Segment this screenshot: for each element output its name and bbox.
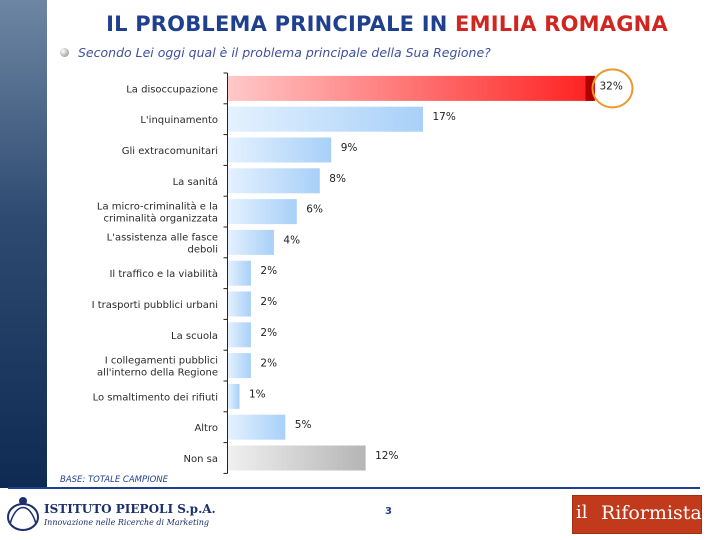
page-number: 3 [385, 506, 392, 517]
piepoli-logo-name: ISTITUTO PIEPOLI S.p.A. [44, 502, 216, 516]
piepoli-logo-icon [7, 497, 39, 531]
riformista-logo-name: Riformista [601, 502, 702, 524]
value-label: 5% [295, 419, 312, 431]
category-label: Altro [194, 423, 218, 434]
bar [228, 445, 366, 471]
value-label: 6% [306, 204, 323, 216]
riformista-logo-prefix: il [576, 502, 588, 523]
value-label: 2% [260, 296, 277, 308]
value-label: 2% [260, 265, 277, 277]
highlight-circle [591, 68, 634, 109]
category-label: I collegamenti pubblici all'interno della… [97, 356, 218, 379]
category-label: La disoccupazione [126, 84, 218, 95]
footer-divider [8, 487, 700, 489]
bullet-icon [60, 48, 69, 57]
istituto-piepoli-logo: ISTITUTO PIEPOLI S.p.A. Innovazione nell… [4, 492, 216, 536]
value-label: 32% [600, 80, 623, 92]
bar [228, 383, 240, 409]
bar [228, 75, 595, 101]
category-label: L'inquinamento [140, 115, 218, 126]
value-label: 8% [329, 173, 346, 185]
bar [228, 260, 251, 286]
category-label: La micro-criminalità e la criminalità org… [97, 201, 218, 225]
category-label: I trasporti pubblici urbani [92, 300, 218, 311]
bar [228, 106, 423, 132]
bar [228, 168, 320, 194]
il-riformista-logo: il Riformista [572, 495, 702, 534]
value-label: 4% [283, 234, 300, 246]
value-label: 2% [260, 327, 277, 339]
base-note: BASE: TOTALE CAMPIONE [60, 475, 169, 485]
value-label: 17% [433, 111, 456, 123]
value-label: 1% [249, 388, 266, 400]
question-label: Secondo Lei oggi qual è il problema prin… [78, 45, 491, 60]
category-label: La sanitá [173, 176, 218, 188]
question-text: Secondo Lei oggi qual è il problema prin… [60, 45, 491, 60]
category-label: Non sa [184, 454, 218, 465]
value-label: 12% [375, 450, 398, 462]
left-decorative-band [0, 0, 47, 488]
category-label: Il traffico e la viabilità [109, 268, 218, 280]
value-label: 9% [341, 142, 358, 154]
bar [228, 199, 297, 225]
bar [228, 414, 286, 440]
bar [228, 229, 274, 255]
bar-chart: La disoccupazione 32% L'inquinamento 17% Gli… [92, 68, 634, 474]
category-label: Gli extracomunitari [122, 146, 218, 157]
bar [228, 137, 332, 163]
bar [228, 353, 251, 379]
value-label: 2% [260, 358, 277, 370]
title-region-text: EMILIA ROMAGNA [455, 12, 668, 36]
bar [228, 291, 251, 317]
category-label: Lo smaltimento dei rifiuti [93, 392, 218, 403]
bar [228, 322, 251, 348]
bar-highlight-end [585, 75, 595, 101]
category-label: La scuola [171, 331, 218, 342]
page-title: IL PROBLEMA PRINCIPALE IN EMILIA ROMAGNA [62, 12, 712, 36]
piepoli-logo-tagline: Innovazione nelle Ricerche di Marketing [44, 518, 210, 527]
title-main-text: IL PROBLEMA PRINCIPALE IN [106, 12, 456, 36]
category-label: L'assistenza alle fasce deboli [107, 232, 218, 255]
